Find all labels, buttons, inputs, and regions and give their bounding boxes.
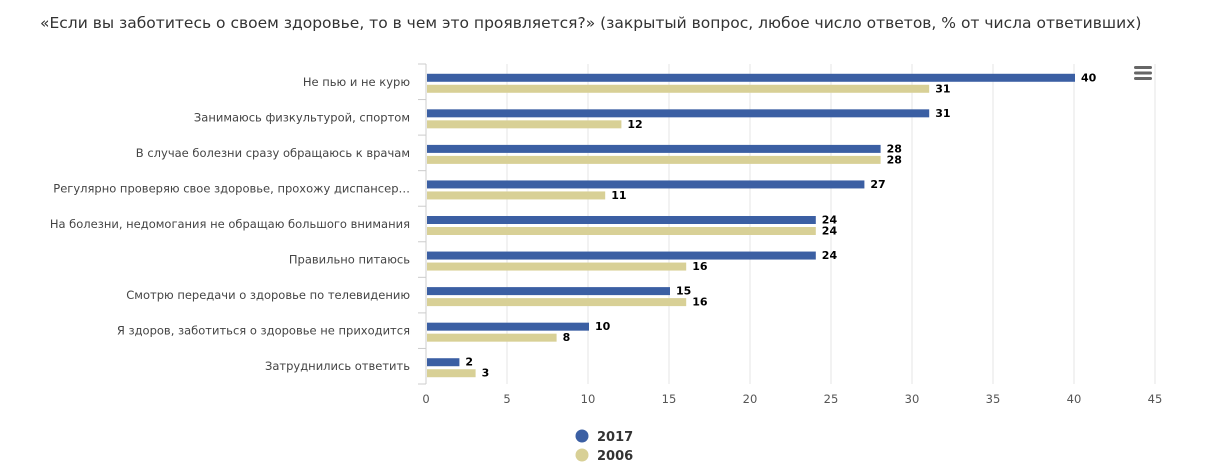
- data-label: 2: [465, 356, 473, 369]
- x-tick-label: 25: [824, 392, 839, 406]
- x-tick-label: 30: [905, 392, 920, 406]
- category-label: В случае болезни сразу обращаюсь к врача…: [136, 146, 410, 160]
- bar-2017[interactable]: [427, 358, 460, 367]
- category-label: Я здоров, заботиться о здоровье не прихо…: [117, 324, 410, 338]
- data-label: 24: [822, 214, 838, 227]
- bar-2006[interactable]: [427, 262, 687, 271]
- bar-2017[interactable]: [427, 109, 930, 118]
- legend-marker[interactable]: [575, 448, 589, 462]
- bar-2006[interactable]: [427, 191, 606, 200]
- bar-2017[interactable]: [427, 287, 670, 296]
- bar-2006[interactable]: [427, 84, 930, 93]
- x-tick-label: 45: [1148, 392, 1163, 406]
- data-label: 28: [887, 153, 902, 166]
- bar-2017[interactable]: [427, 216, 816, 224]
- x-tick-label: 10: [581, 392, 596, 406]
- x-tick-label: 35: [986, 392, 1001, 406]
- x-tick-label: 0: [422, 392, 429, 406]
- data-label: 15: [676, 285, 691, 298]
- legend[interactable]: 2017 2006: [575, 429, 634, 465]
- data-label: 11: [611, 189, 626, 202]
- legend-marker[interactable]: [575, 429, 589, 443]
- x-tick-label: 5: [503, 392, 510, 406]
- category-label: Правильно питаюсь: [289, 253, 410, 267]
- data-label: 24: [822, 225, 838, 238]
- legend-item-label[interactable]: 2006: [597, 449, 633, 464]
- bar-2017[interactable]: [427, 73, 1075, 82]
- category-label: Не пью и не курю: [303, 75, 410, 89]
- bar-2017[interactable]: [427, 180, 865, 189]
- bars: [427, 73, 1075, 378]
- data-label: 31: [935, 82, 950, 95]
- category-label: Регулярно проверяю свое здоровье, прохож…: [53, 181, 410, 195]
- labels: Не пью и не курю Занимаюсь физкультурой, …: [50, 71, 1097, 379]
- hamburger-menu-icon[interactable]: [1133, 65, 1153, 81]
- bar-2006[interactable]: [427, 333, 557, 342]
- bar-2006[interactable]: [427, 298, 687, 307]
- data-label: 12: [627, 118, 642, 131]
- chart-title: «Если вы заботитесь о своем здоровье, то…: [40, 14, 1142, 32]
- bar-2017[interactable]: [427, 144, 881, 153]
- category-label: На болезни, недомогания не обращаю больш…: [50, 217, 410, 231]
- data-label: 3: [482, 367, 490, 380]
- data-label: 27: [870, 178, 885, 191]
- data-label: 16: [692, 260, 708, 273]
- x-tick-label: 15: [662, 392, 677, 406]
- data-label: 40: [1081, 71, 1097, 84]
- data-label: 28: [887, 142, 902, 155]
- x-tick-label: 20: [743, 392, 758, 406]
- data-label: 24: [822, 249, 838, 262]
- category-label: Затруднились ответить: [265, 359, 410, 373]
- data-label: 16: [692, 296, 708, 309]
- data-label: 8: [563, 331, 571, 344]
- bar-2006[interactable]: [427, 155, 881, 164]
- bar-2006[interactable]: [427, 369, 476, 378]
- bar-2006[interactable]: [427, 120, 622, 129]
- axes: 0 5 10 15 20 25 30 35 40 45: [418, 63, 1163, 406]
- bar-2017[interactable]: [427, 251, 816, 260]
- x-tick-label: 40: [1067, 392, 1082, 406]
- legend-item-label[interactable]: 2017: [597, 430, 633, 445]
- data-label: 10: [595, 320, 611, 333]
- bar-2006[interactable]: [427, 227, 816, 235]
- data-label: 31: [935, 107, 950, 120]
- category-label: Смотрю передачи о здоровье по телевидени…: [126, 288, 410, 302]
- category-label: Занимаюсь физкультурой, спортом: [194, 110, 410, 124]
- bar-2017[interactable]: [427, 322, 589, 331]
